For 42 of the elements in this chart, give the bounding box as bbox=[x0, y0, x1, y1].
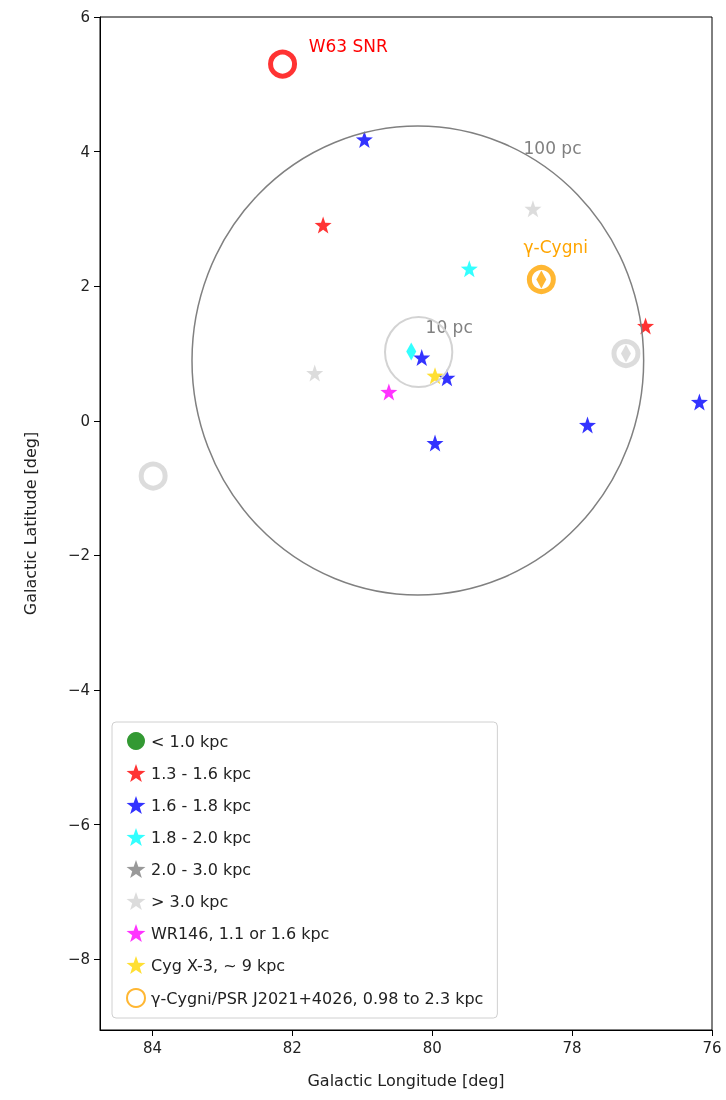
annotation: 10 pc bbox=[425, 316, 473, 337]
point bbox=[611, 339, 641, 369]
x-tick-label: 76 bbox=[702, 1038, 722, 1057]
legend-label: WR146, 1.1 or 1.6 kpc bbox=[151, 923, 330, 943]
point bbox=[690, 393, 708, 411]
legend-label: 2.0 - 3.0 kpc bbox=[151, 859, 252, 879]
legend-label: < 1.0 kpc bbox=[151, 731, 229, 751]
point bbox=[355, 131, 373, 148]
point bbox=[380, 383, 398, 401]
legend-label: γ-Cygni/PSR J2021+4026, 0.98 to 2.3 kpc bbox=[151, 988, 484, 1008]
x-tick-label: 80 bbox=[422, 1038, 442, 1057]
x-axis-title: Galactic Longitude [deg] bbox=[307, 1070, 505, 1090]
y-tick-label: 6 bbox=[80, 8, 90, 26]
point bbox=[524, 200, 542, 218]
point bbox=[426, 434, 444, 452]
point bbox=[306, 364, 324, 382]
y-tick-label: −6 bbox=[67, 815, 90, 834]
y-tick-label: −2 bbox=[67, 546, 90, 565]
point bbox=[314, 216, 332, 234]
legend-label: 1.8 - 2.0 kpc bbox=[151, 827, 252, 847]
y-tick-label: −8 bbox=[67, 950, 90, 969]
point bbox=[426, 367, 444, 385]
y-tick-label: −4 bbox=[67, 681, 90, 700]
legend-label: 1.6 - 1.8 kpc bbox=[151, 795, 252, 815]
x-tick-label: 78 bbox=[562, 1038, 582, 1057]
legend-label: 1.3 - 1.6 kpc bbox=[151, 763, 252, 783]
point bbox=[526, 265, 556, 294]
legend-label: Cyg X-3, ~ 9 kpc bbox=[151, 955, 286, 975]
point bbox=[460, 260, 478, 278]
point bbox=[579, 416, 596, 434]
annotation: 100 pc bbox=[523, 138, 582, 159]
x-tick-label: 84 bbox=[142, 1038, 162, 1057]
annotation: W63 SNR bbox=[308, 36, 389, 57]
y-axis-title: Galactic Latitude [deg] bbox=[20, 431, 40, 616]
y-tick-label: 0 bbox=[80, 411, 90, 430]
point bbox=[268, 49, 298, 79]
point bbox=[138, 461, 168, 491]
annotation: γ-Cygni bbox=[523, 236, 588, 257]
x-tick-label: 82 bbox=[282, 1038, 302, 1057]
y-tick-label: 4 bbox=[80, 142, 90, 161]
legend-label: > 3.0 kpc bbox=[151, 891, 229, 911]
y-tick-label: 2 bbox=[80, 277, 90, 296]
